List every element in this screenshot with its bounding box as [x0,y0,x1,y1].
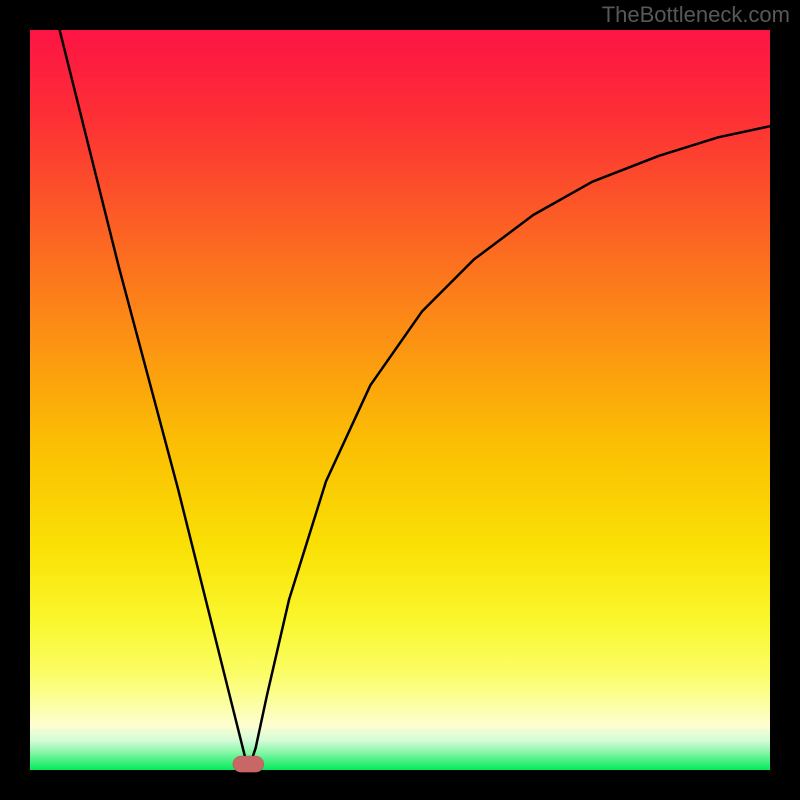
bottleneck-chart [0,0,800,800]
watermark-text: TheBottleneck.com [602,2,790,28]
chart-container: TheBottleneck.com [0,0,800,800]
